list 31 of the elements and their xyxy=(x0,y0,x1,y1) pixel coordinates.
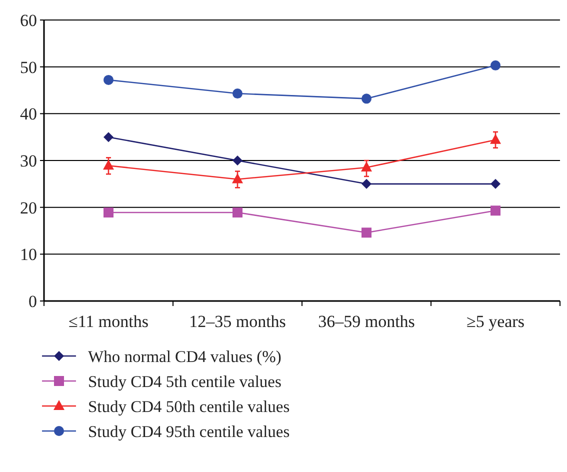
point xyxy=(362,94,372,104)
point xyxy=(104,207,114,218)
x-tick-label: ≥5 years xyxy=(466,312,524,331)
point xyxy=(362,178,372,189)
point xyxy=(232,156,242,166)
point xyxy=(232,173,243,184)
point xyxy=(232,88,242,99)
y-tick-label: 30 xyxy=(20,151,37,170)
legend-label: Who normal CD4 values (%) xyxy=(88,346,282,366)
x-tick-label: 12–35 months xyxy=(189,312,286,331)
x-tick-label: ≤11 months xyxy=(68,312,149,331)
point xyxy=(103,160,114,170)
y-tick-label: 40 xyxy=(20,104,37,124)
y-tick-label: 60 xyxy=(20,10,37,30)
y-tick-label: 50 xyxy=(20,58,37,77)
point xyxy=(490,206,500,216)
point xyxy=(490,60,500,70)
point xyxy=(490,178,500,189)
y-tick-label: 0 xyxy=(28,292,37,311)
legend-label: Study CD4 5th centile values xyxy=(88,372,282,391)
y-tick-label: 10 xyxy=(20,245,37,264)
point xyxy=(232,207,242,218)
point xyxy=(362,228,372,238)
legend-label: Study CD4 50th centile values xyxy=(88,396,290,416)
x-tick-label: 36–59 months xyxy=(318,312,415,331)
point xyxy=(361,162,372,172)
legend-label: Study CD4 95th centile values xyxy=(88,422,290,441)
point xyxy=(490,134,501,144)
point xyxy=(104,132,114,142)
y-tick-label: 20 xyxy=(20,198,37,218)
point xyxy=(104,74,114,85)
